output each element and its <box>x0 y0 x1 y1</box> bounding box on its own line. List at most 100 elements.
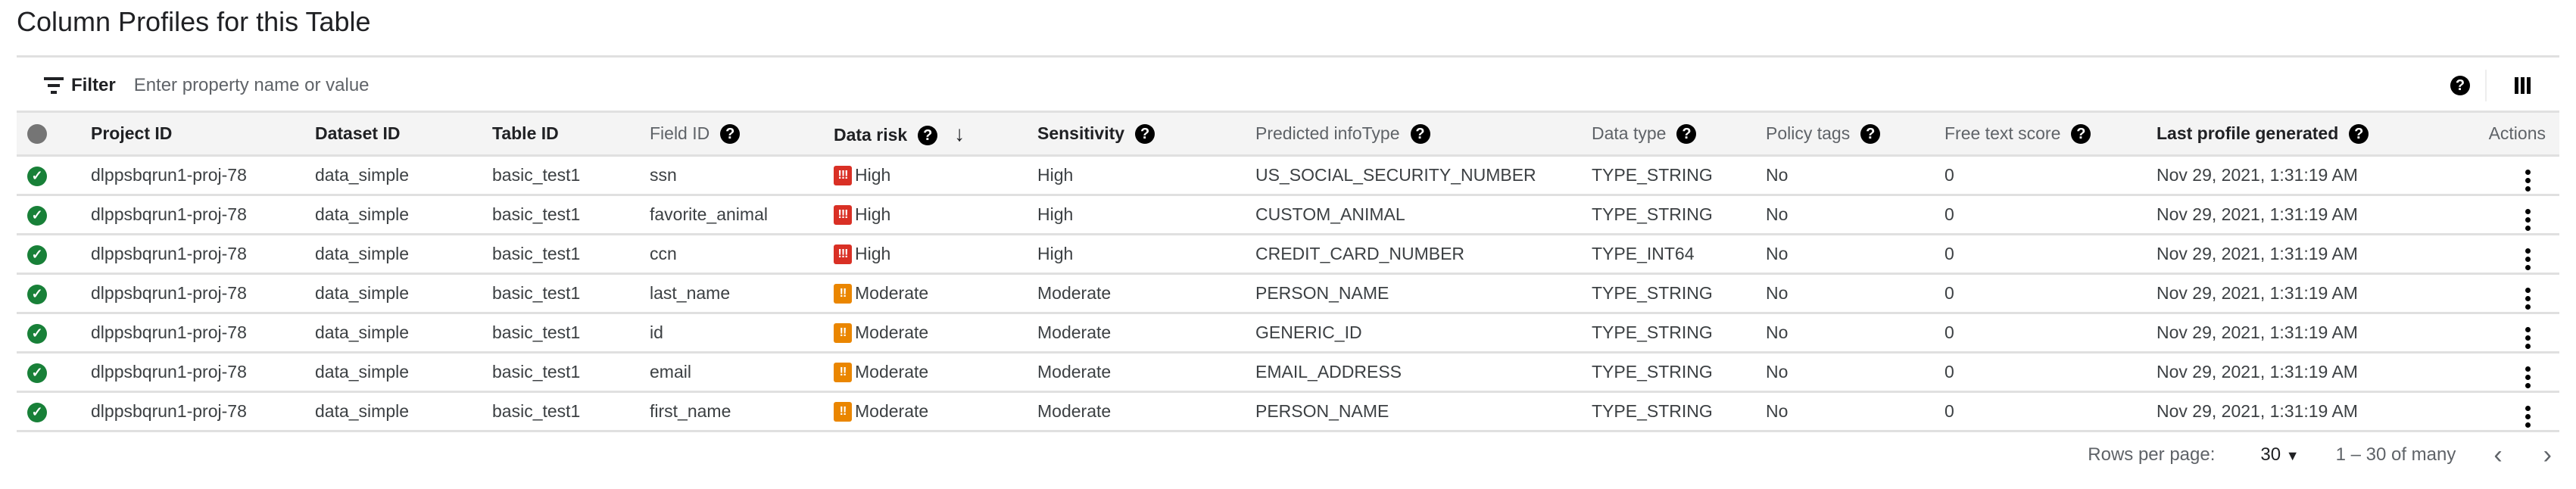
cell-table: basic_test1 <box>492 401 581 421</box>
header-field-id[interactable]: Field ID? <box>650 112 834 156</box>
filter-label[interactable]: Filter <box>71 75 116 95</box>
cell-risk: !! Moderate <box>834 274 1037 313</box>
cell-table: basic_test1 <box>492 322 581 342</box>
cell-risk: !!! High <box>834 195 1037 235</box>
filter-input[interactable] <box>132 74 741 97</box>
cell-policy: No <box>1766 362 1789 382</box>
table-row[interactable]: ✓ dlppsbqrun1-proj-78 data_simple basic_tes… <box>17 313 2559 353</box>
risk-high-icon: !!! <box>834 205 852 226</box>
cell-table: basic_test1 <box>492 204 581 224</box>
status-header-icon <box>27 124 47 145</box>
header-data-type[interactable]: Data type? <box>1592 112 1766 156</box>
header-project-id[interactable]: Project ID <box>91 123 173 143</box>
table-row[interactable]: ✓ dlppsbqrun1-proj-78 data_simple basic_tes… <box>17 353 2559 392</box>
sort-descending-icon[interactable]: ↓ <box>954 121 965 145</box>
column-profiles-table: Project ID Dataset ID Table ID Field ID?… <box>17 111 2559 432</box>
cell-infotype: EMAIL_ADDRESS <box>1255 362 1402 382</box>
help-icon[interactable]: ? <box>1410 124 1430 145</box>
cell-risk: !!! High <box>834 235 1037 274</box>
cell-infotype: US_SOCIAL_SECURITY_NUMBER <box>1255 165 1536 185</box>
header-data-risk[interactable]: Data risk? ↓ <box>834 121 965 146</box>
cell-project: dlppsbqrun1-proj-78 <box>91 283 247 303</box>
page-title: Column Profiles for this Table <box>17 6 371 37</box>
cell-project: dlppsbqrun1-proj-78 <box>91 165 247 185</box>
help-icon[interactable]: ? <box>918 126 938 146</box>
help-icon[interactable]: ? <box>1135 124 1155 145</box>
cell-generated: Nov 29, 2021, 1:31:19 AM <box>2157 283 2358 303</box>
help-icon[interactable]: ? <box>1860 124 1881 145</box>
cell-datatype: TYPE_STRING <box>1592 362 1713 382</box>
cell-freetext: 0 <box>1944 362 1954 382</box>
more-actions-icon[interactable] <box>2525 170 2531 192</box>
risk-moderate-icon: !! <box>834 284 852 304</box>
cell-sensitivity: Moderate <box>1037 322 1112 342</box>
cell-table: basic_test1 <box>492 362 581 382</box>
more-actions-icon[interactable] <box>2525 406 2531 428</box>
table-header-row: Project ID Dataset ID Table ID Field ID?… <box>17 111 2559 156</box>
cell-freetext: 0 <box>1944 244 1954 263</box>
header-actions: Actions <box>2488 123 2546 143</box>
cell-generated: Nov 29, 2021, 1:31:19 AM <box>2157 401 2358 421</box>
rows-per-page-select[interactable]: 30 ▼ <box>2260 444 2300 465</box>
cell-infotype: CREDIT_CARD_NUMBER <box>1255 244 1465 263</box>
cell-project: dlppsbqrun1-proj-78 <box>91 204 247 224</box>
cell-project: dlppsbqrun1-proj-78 <box>91 401 247 421</box>
status-success-icon: ✓ <box>27 284 47 304</box>
cell-field: id <box>650 322 663 342</box>
status-success-icon: ✓ <box>27 244 47 265</box>
risk-high-icon: !!! <box>834 244 852 265</box>
header-table-id[interactable]: Table ID <box>492 123 559 143</box>
more-actions-icon[interactable] <box>2525 366 2531 388</box>
cell-sensitivity: High <box>1037 165 1074 185</box>
cell-datatype: TYPE_STRING <box>1592 204 1713 224</box>
next-page-icon[interactable]: › <box>2543 440 2552 469</box>
cell-dataset: data_simple <box>315 165 410 185</box>
cell-table: basic_test1 <box>492 244 581 263</box>
header-policy-tags[interactable]: Policy tags? <box>1766 112 1944 156</box>
cell-risk: !! Moderate <box>834 353 1037 392</box>
help-icon[interactable]: ? <box>2071 124 2091 145</box>
header-predicted-infotype[interactable]: Predicted infoType? <box>1255 112 1592 156</box>
header-dataset-id[interactable]: Dataset ID <box>315 123 401 143</box>
cell-project: dlppsbqrun1-proj-78 <box>91 362 247 382</box>
cell-datatype: TYPE_STRING <box>1592 401 1713 421</box>
status-success-icon: ✓ <box>27 166 47 186</box>
cell-field: ccn <box>650 244 677 263</box>
cell-freetext: 0 <box>1944 165 1954 185</box>
cell-sensitivity: Moderate <box>1037 362 1112 382</box>
column-view-icon[interactable] <box>2515 77 2531 94</box>
cell-freetext: 0 <box>1944 283 1954 303</box>
cell-generated: Nov 29, 2021, 1:31:19 AM <box>2157 322 2358 342</box>
more-actions-icon[interactable] <box>2525 209 2531 231</box>
more-actions-icon[interactable] <box>2525 248 2531 270</box>
header-last-profile-generated[interactable]: Last profile generated? <box>2157 112 2437 156</box>
table-row[interactable]: ✓ dlppsbqrun1-proj-78 data_simple basic_tes… <box>17 274 2559 313</box>
cell-project: dlppsbqrun1-proj-78 <box>91 322 247 342</box>
cell-risk: !!! High <box>834 156 1037 195</box>
cell-table: basic_test1 <box>492 283 581 303</box>
more-actions-icon[interactable] <box>2525 327 2531 349</box>
help-icon[interactable]: ? <box>1676 124 1697 145</box>
previous-page-icon[interactable]: ‹ <box>2493 440 2503 469</box>
table-row[interactable]: ✓ dlppsbqrun1-proj-78 data_simple basic_tes… <box>17 235 2559 274</box>
cell-policy: No <box>1766 165 1789 185</box>
table-row[interactable]: ✓ dlppsbqrun1-proj-78 data_simple basic_tes… <box>17 156 2559 195</box>
cell-freetext: 0 <box>1944 401 1954 421</box>
cell-datatype: TYPE_STRING <box>1592 165 1713 185</box>
filter-icon[interactable] <box>44 77 64 94</box>
table-row[interactable]: ✓ dlppsbqrun1-proj-78 data_simple basic_tes… <box>17 392 2559 431</box>
help-icon[interactable]: ? <box>2450 76 2470 95</box>
filter-bar: Filter ? <box>17 61 2559 111</box>
cell-datatype: TYPE_INT64 <box>1592 244 1695 263</box>
header-free-text-score[interactable]: Free text score? <box>1944 112 2157 156</box>
cell-dataset: data_simple <box>315 283 410 303</box>
table-row[interactable]: ✓ dlppsbqrun1-proj-78 data_simple basic_tes… <box>17 195 2559 235</box>
cell-table: basic_test1 <box>492 165 581 185</box>
cell-dataset: data_simple <box>315 244 410 263</box>
cell-field: first_name <box>650 401 731 421</box>
more-actions-icon[interactable] <box>2525 288 2531 310</box>
help-icon[interactable]: ? <box>2349 124 2369 145</box>
header-sensitivity[interactable]: Sensitivity? <box>1037 112 1255 156</box>
cell-field: last_name <box>650 283 731 303</box>
help-icon[interactable]: ? <box>720 124 741 145</box>
